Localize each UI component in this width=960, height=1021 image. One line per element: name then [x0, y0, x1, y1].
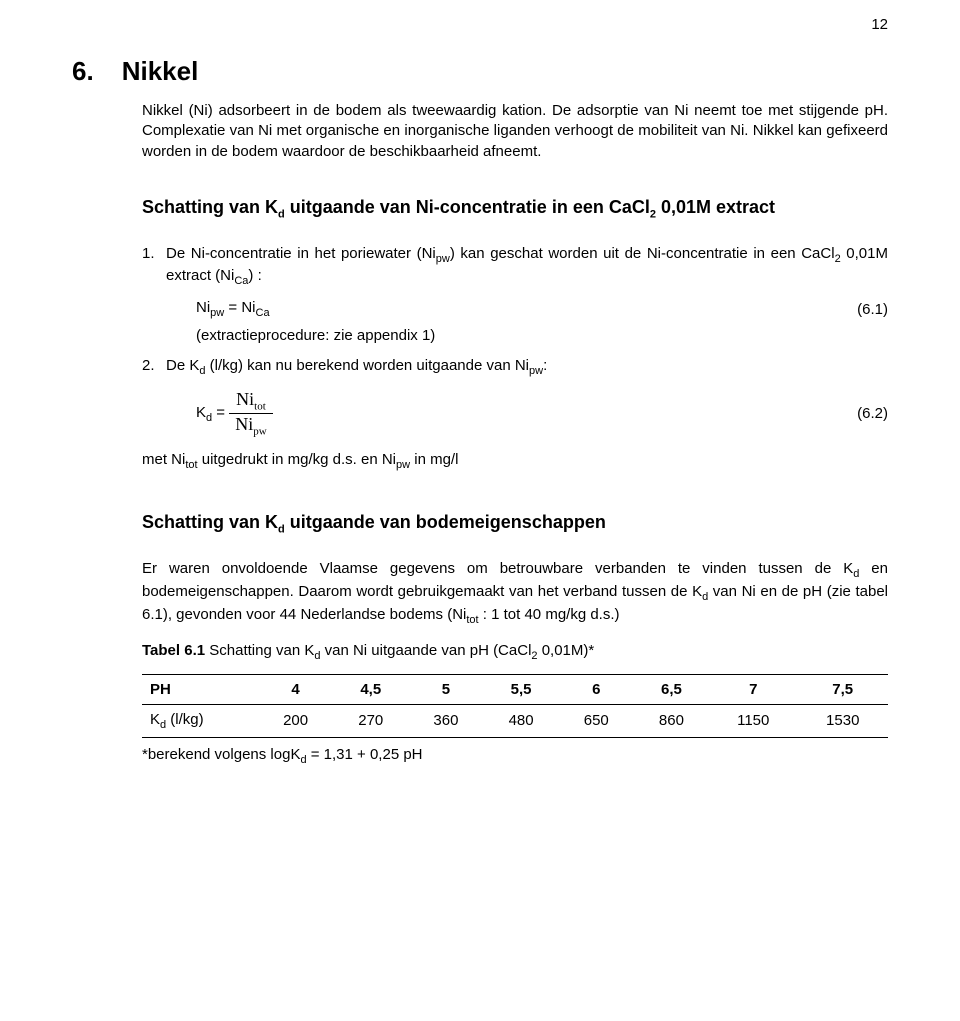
section-heading-extract: Schatting van Kd uitgaande van Ni-concen… [142, 196, 888, 222]
h2b-sub: d [278, 524, 285, 536]
bodem-paragraph: Er waren onvoldoende Vlaamse gegevens om… [142, 559, 888, 628]
td-3: 480 [484, 704, 559, 737]
step-1-number: 1. [142, 244, 166, 290]
equation-6-1: Nipw = NiCa (6.1) [142, 299, 888, 319]
th-7: 7 [709, 674, 797, 704]
units-note: met Nitot uitgedrukt in mg/kg d.s. en Ni… [142, 451, 888, 471]
section-heading-bodem: Schatting van Kd uitgaande van bodemeige… [142, 511, 888, 537]
table-footnote: *berekend volgens logKd = 1,31 + 0,25 pH [142, 746, 888, 766]
td-label: Kd (l/kg) [142, 704, 258, 737]
eq1-body: Nipw = NiCa [196, 299, 828, 319]
td-7: 1530 [797, 704, 888, 737]
intro-paragraph: Nikkel (Ni) adsorbeert in de bodem als t… [142, 101, 888, 162]
eq2-number: (6.2) [828, 405, 888, 422]
th-6: 6 [559, 674, 634, 704]
table-header-row: PH 4 4,5 5 5,5 6 6,5 7 7,5 [142, 674, 888, 704]
td-1: 270 [333, 704, 408, 737]
table-6-1-title: Tabel 6.1 Schatting van Kd van Ni uitgaa… [142, 642, 888, 662]
th-ph: PH [142, 674, 258, 704]
th-75: 7,5 [797, 674, 888, 704]
h2a-part2: uitgaande van Ni-concentratie in een CaC… [285, 197, 650, 217]
step-2-number: 2. [142, 356, 166, 379]
step-1-text: De Ni-concentratie in het poriewater (Ni… [166, 244, 888, 290]
document-page: 12 6. Nikkel Nikkel (Ni) adsorbeert in d… [0, 0, 960, 1021]
h2a-part3: 0,01M extract [656, 197, 775, 217]
td-0: 200 [258, 704, 333, 737]
chapter-number: 6. [72, 56, 94, 87]
step-1: 1. De Ni-concentratie in het poriewater … [142, 244, 888, 290]
eq2-body: Kd = Nitot Nipw [196, 389, 828, 437]
th-65: 6,5 [634, 674, 709, 704]
extraction-note: (extractieprocedure: zie appendix 1) [196, 327, 888, 344]
page-number: 12 [871, 16, 888, 33]
td-5: 860 [634, 704, 709, 737]
h2a-part1: Schatting van K [142, 197, 278, 217]
chapter-title: Nikkel [122, 56, 199, 87]
th-4: 4 [258, 674, 333, 704]
th-5: 5 [408, 674, 483, 704]
h2b-part1: Schatting van K [142, 512, 278, 532]
td-4: 650 [559, 704, 634, 737]
chapter-heading: 6. Nikkel [72, 56, 888, 87]
eq1-number: (6.1) [828, 301, 888, 318]
th-55: 5,5 [484, 674, 559, 704]
td-2: 360 [408, 704, 483, 737]
step-2-text: De Kd (l/kg) kan nu berekend worden uitg… [166, 356, 888, 379]
step-2: 2. De Kd (l/kg) kan nu berekend worden u… [142, 356, 888, 379]
table-6-1: PH 4 4,5 5 5,5 6 6,5 7 7,5 Kd (l/kg) 200… [142, 674, 888, 738]
table-data-row: Kd (l/kg) 200 270 360 480 650 860 1150 1… [142, 704, 888, 737]
equation-6-2: Kd = Nitot Nipw (6.2) [142, 389, 888, 437]
h2a-sub1: d [278, 208, 285, 220]
th-45: 4,5 [333, 674, 408, 704]
h2b-part2: uitgaande van bodemeigenschappen [285, 512, 606, 532]
eq2-fraction: Nitot Nipw [229, 389, 272, 437]
td-6: 1150 [709, 704, 797, 737]
